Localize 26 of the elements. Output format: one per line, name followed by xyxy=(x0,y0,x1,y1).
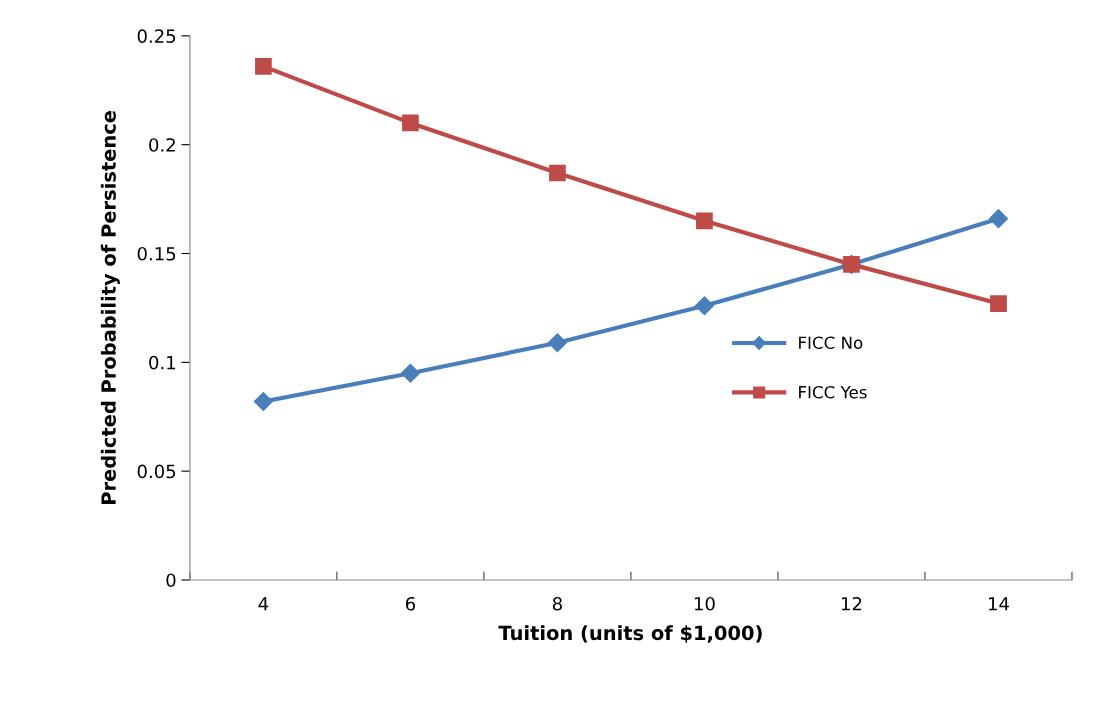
point xyxy=(988,209,1009,229)
legend-label: FICC No xyxy=(799,336,863,350)
point xyxy=(694,296,714,316)
x-tick-label: 10 xyxy=(694,596,715,611)
point xyxy=(696,212,713,230)
y-tick-label: 0.1 xyxy=(149,355,176,370)
x-tick-label: 14 xyxy=(988,597,1009,611)
y-tick-label: 0.15 xyxy=(137,246,176,261)
x-tick-label: 8 xyxy=(552,596,562,611)
legend-label: FICC Yes xyxy=(799,385,867,399)
point xyxy=(400,363,420,383)
x-tick-label: 6 xyxy=(405,596,416,611)
y-axis-title: Predicted Probability of Persistence xyxy=(100,111,120,504)
x-axis-title: Tuition (units of $1,000) xyxy=(498,625,762,643)
point xyxy=(549,164,566,182)
point xyxy=(990,295,1007,312)
point xyxy=(547,333,567,353)
x-tick-label: 12 xyxy=(841,596,862,611)
point xyxy=(253,391,273,412)
point xyxy=(255,57,272,75)
point xyxy=(402,114,419,132)
x-tick-label: 4 xyxy=(258,597,269,611)
y-tick-label: 0.25 xyxy=(137,29,176,43)
y-tick-label: 0 xyxy=(166,573,176,588)
y-tick-label: 0.05 xyxy=(137,464,176,479)
y-tick-label: 0.2 xyxy=(149,138,175,152)
